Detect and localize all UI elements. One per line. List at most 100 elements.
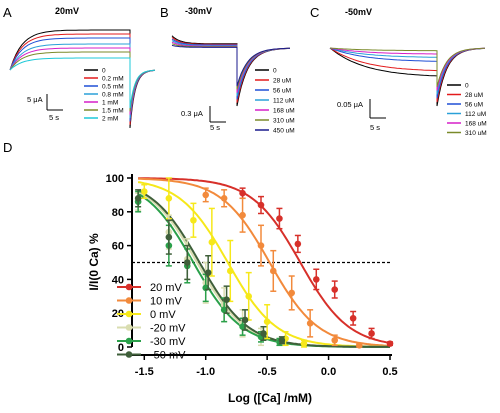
panel-b-scale-x-label: 5 s bbox=[210, 123, 220, 132]
panel-d-y-tick-label: 60 bbox=[112, 241, 124, 253]
panel-c-legend-label: 0 bbox=[465, 83, 469, 90]
panel-d-data-point bbox=[306, 320, 314, 327]
panel-d-data-point bbox=[355, 342, 363, 349]
panel-d-legend-marker bbox=[125, 283, 133, 291]
panel-d-data-point bbox=[312, 276, 320, 283]
panel-b-legend-label: 168 uM bbox=[273, 108, 295, 115]
panel-d-legend-label: -50 mV bbox=[150, 350, 186, 362]
panel-b-legend-label: 112 uM bbox=[273, 98, 294, 105]
panel-d-legend-label: 10 mV bbox=[150, 296, 182, 308]
panel-a-trace bbox=[9, 29, 156, 129]
panel-a-traces bbox=[9, 29, 156, 129]
panel-d-data-point bbox=[331, 286, 339, 293]
panel-d-data-point bbox=[190, 216, 197, 224]
panel-a-trace bbox=[9, 37, 156, 122]
panel-d-data-point bbox=[276, 215, 283, 222]
panel-d-fit-curve bbox=[138, 177, 391, 344]
panel-d-legend-marker bbox=[125, 351, 133, 358]
panel-d-data-point bbox=[165, 194, 173, 202]
panel-b: B -30mV 0 28 uM 56 uM 112 uM 168 uM 310 uM 450… bbox=[160, 5, 295, 135]
panel-d-data-point bbox=[257, 201, 265, 209]
panel-b-scale-y-label: 0.3 μA bbox=[181, 109, 203, 118]
panel-d-y-tick-label: 80 bbox=[112, 207, 124, 219]
panel-a-legend-label: 0.5 mM bbox=[102, 84, 124, 91]
panel-c-trace bbox=[329, 47, 486, 99]
panel-c-legend-label: 28 uM bbox=[465, 92, 483, 99]
panel-a-scale-y-label: 5 μA bbox=[27, 95, 43, 104]
panel-c-scale-x-label: 5 s bbox=[370, 123, 380, 132]
panel-d-data-point bbox=[241, 316, 249, 324]
panel-d-data-point bbox=[239, 189, 246, 197]
panel-b-letter: B bbox=[160, 5, 169, 20]
panel-b-legend-label: 0 bbox=[273, 68, 277, 75]
panel-d-legend-marker bbox=[125, 310, 133, 318]
panel-c-legend-label: 112 uM bbox=[465, 111, 486, 118]
panel-a-letter: A bbox=[3, 5, 12, 20]
panel-a: A 20mV 00.2 mM0.5 mM0.8 mM1 mM1.5 mM2 mM… bbox=[3, 5, 156, 129]
panel-b-traces bbox=[171, 35, 291, 107]
panel-c-traces bbox=[329, 47, 486, 107]
panel-d-data-point bbox=[239, 211, 246, 219]
panel-c-legend-label: 56 uM bbox=[465, 102, 483, 109]
panel-c: C -50mV 0 28 uM 56 uM 112 uM 168 uM 310 uM 0.… bbox=[310, 5, 487, 137]
panel-d-data-point bbox=[226, 267, 234, 275]
panel-a-trace bbox=[9, 57, 155, 109]
panel-a-legend-label: 1.5 mM bbox=[102, 108, 124, 115]
panel-d-data-point bbox=[220, 306, 228, 314]
panel-d-data-point bbox=[294, 240, 302, 248]
panel-c-trace bbox=[329, 47, 485, 87]
panel-d-legend-marker bbox=[125, 337, 133, 345]
panel-c-legend-label: 310 uM bbox=[465, 130, 487, 137]
panel-d-x-tick-label: -0.5 bbox=[258, 366, 277, 378]
panel-a-scalebar: 5 μA 5 s bbox=[27, 94, 63, 122]
panel-d-data-point bbox=[223, 296, 230, 303]
panel-d-data-point bbox=[183, 259, 191, 266]
panel-d-y-tick-label: 0 bbox=[118, 342, 124, 354]
panel-d-legend-marker bbox=[125, 297, 133, 304]
panel-a-legend: 00.2 mM0.5 mM0.8 mM1 mM1.5 mM2 mM bbox=[84, 68, 124, 123]
panel-d-data-point bbox=[165, 233, 173, 241]
panel-d-data-point bbox=[269, 267, 277, 275]
panel-a-title: 20mV bbox=[55, 6, 79, 16]
panel-c-legend-label: 168 uM bbox=[465, 121, 487, 128]
panel-b-legend-label: 310 uM bbox=[273, 118, 295, 125]
panel-d-data-point bbox=[368, 330, 375, 337]
panel-d-data-point bbox=[202, 191, 210, 199]
panel-d-x-tick-label: 0.5 bbox=[382, 366, 397, 378]
panel-d-data-point bbox=[134, 194, 142, 202]
panel-d-data-point bbox=[263, 318, 271, 325]
panel-d-data-points bbox=[134, 177, 394, 349]
panel-c-letter: C bbox=[310, 5, 319, 20]
panel-d-data-point bbox=[278, 336, 286, 344]
panel-d-data-point bbox=[257, 242, 265, 249]
panel-d-data-point bbox=[140, 188, 148, 195]
panel-d-data-point bbox=[260, 330, 267, 337]
panel-d-data-point bbox=[288, 289, 296, 297]
panel-d-legend-label: 20 mV bbox=[150, 282, 182, 294]
panel-a-scale-x-label: 5 s bbox=[49, 113, 59, 122]
panel-d-data-point bbox=[208, 238, 216, 246]
panel-d-data-point bbox=[386, 340, 394, 347]
panel-d-y-tick-label: 40 bbox=[112, 274, 124, 286]
panel-c-scalebar: 0.05 μA 5 s bbox=[337, 99, 386, 132]
panel-b-legend-label: 28 uM bbox=[273, 78, 291, 85]
panel-a-legend-label: 0 bbox=[102, 68, 106, 75]
panel-b-legend-label: 450 uM bbox=[273, 128, 295, 135]
panel-d-legend-marker bbox=[125, 324, 133, 331]
panel-d-data-point bbox=[300, 340, 308, 347]
panel-d-y-axis-label: I/I(0 Ca) % bbox=[87, 233, 101, 291]
panel-d-x-tick-label: 0.0 bbox=[321, 366, 336, 378]
panel-a-legend-label: 0.8 mM bbox=[102, 92, 124, 99]
panel-c-title: -50mV bbox=[345, 7, 372, 17]
panel-c-legend: 0 28 uM 56 uM 112 uM 168 uM 310 uM bbox=[447, 83, 487, 137]
panel-c-trace bbox=[329, 47, 485, 103]
panel-b-title: -30mV bbox=[185, 6, 212, 16]
panel-d-legend-label: -30 mV bbox=[150, 336, 186, 348]
panel-a-legend-label: 1 mM bbox=[102, 100, 118, 107]
panel-d-legend-label: 0 mV bbox=[150, 309, 176, 321]
panel-a-legend-label: 0.2 mM bbox=[102, 76, 124, 83]
panel-d-fit-curve bbox=[138, 177, 391, 347]
panel-d-x-tick-label: -1.5 bbox=[135, 366, 154, 378]
